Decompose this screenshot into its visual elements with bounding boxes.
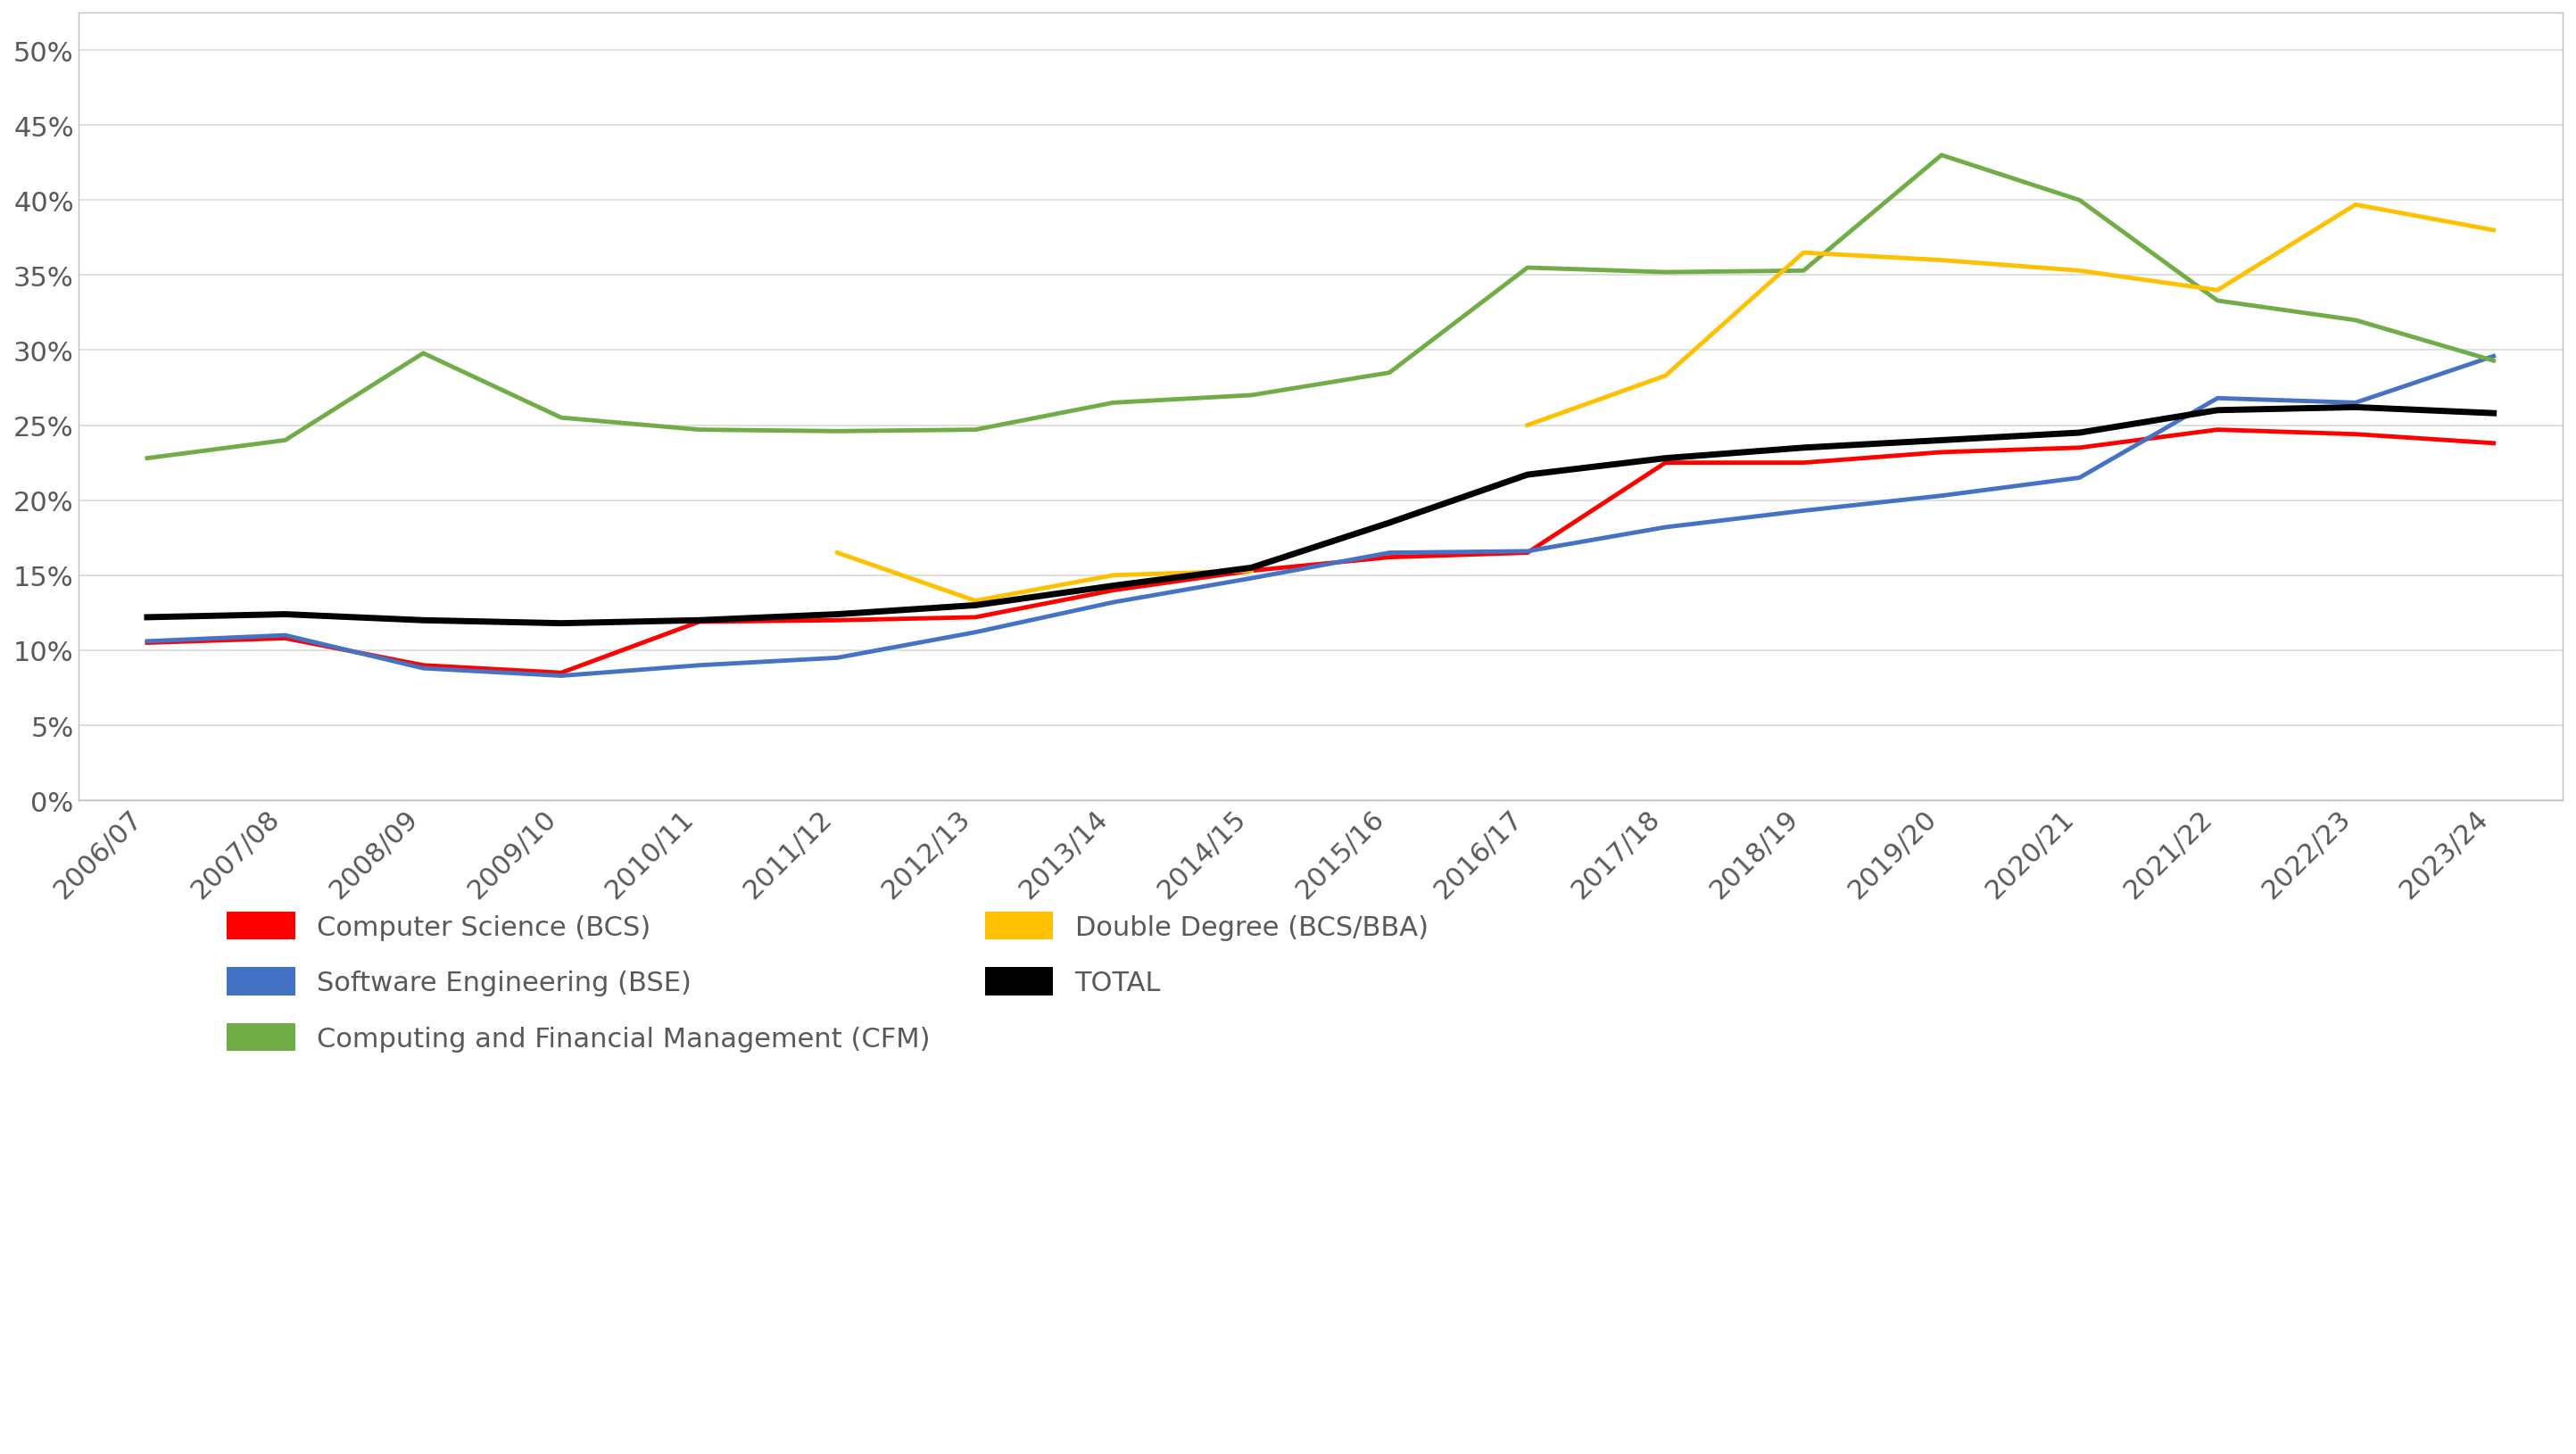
Legend: Computer Science (BCS), Software Engineering (BSE), Computing and Financial Mana: Computer Science (BCS), Software Enginee… xyxy=(216,901,1440,1063)
